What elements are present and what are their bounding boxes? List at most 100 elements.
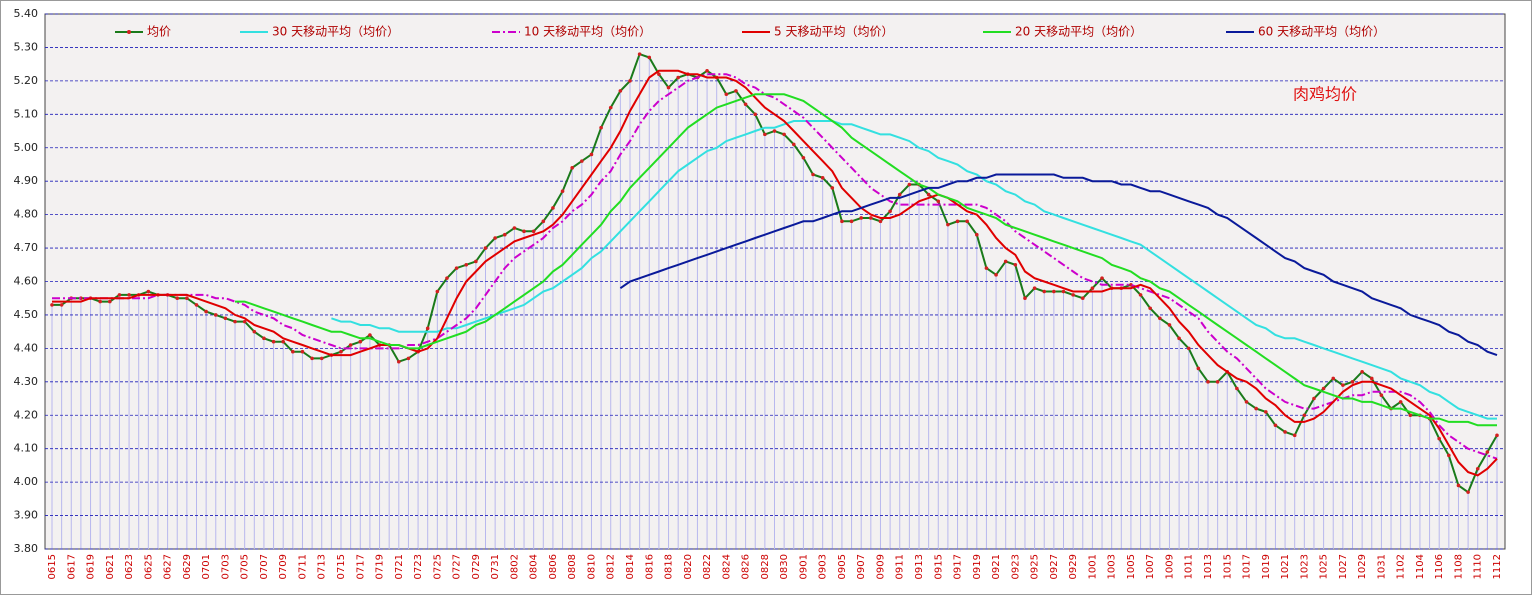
point-marker xyxy=(946,222,950,227)
point-marker xyxy=(926,192,931,197)
x-tick-label: 0921 xyxy=(991,554,1002,579)
x-tick-label: 1007 xyxy=(1145,554,1156,579)
point-marker xyxy=(50,303,54,307)
x-tick-label: 0627 xyxy=(163,554,174,579)
x-tick-label: 0909 xyxy=(875,554,886,579)
point-marker xyxy=(743,102,748,107)
x-tick-label: 1003 xyxy=(1107,554,1118,579)
point-marker xyxy=(637,52,642,56)
point-marker xyxy=(242,319,247,324)
point-marker xyxy=(175,296,180,301)
point-marker xyxy=(965,219,969,224)
legend-label: 30 天移动平均（均价） xyxy=(272,25,399,39)
y-tick-label: 4.00 xyxy=(14,475,39,488)
y-tick-label: 3.80 xyxy=(14,542,39,555)
point-marker xyxy=(281,339,286,344)
x-tick-label: 1023 xyxy=(1299,554,1310,579)
point-marker xyxy=(1042,289,1047,294)
point-marker xyxy=(502,232,507,237)
point-marker xyxy=(146,289,151,294)
x-tick-label: 0905 xyxy=(837,554,848,579)
point-marker xyxy=(1235,386,1239,391)
point-marker xyxy=(763,132,767,137)
point-marker xyxy=(1437,436,1441,441)
point-marker xyxy=(888,209,892,214)
point-marker xyxy=(1196,366,1201,371)
point-marker xyxy=(1379,393,1384,397)
point-marker xyxy=(319,356,324,361)
point-marker xyxy=(772,129,777,133)
point-marker xyxy=(1023,296,1027,301)
x-tick-label: 0929 xyxy=(1068,554,1079,579)
legend-label: 均价 xyxy=(147,25,171,39)
point-marker xyxy=(1302,413,1307,418)
legend-label: 10 天移动平均（均价） xyxy=(524,25,651,39)
point-marker xyxy=(1369,376,1374,381)
x-tick-label: 0705 xyxy=(240,554,251,579)
point-marker xyxy=(1186,346,1191,351)
point-marker xyxy=(358,339,363,344)
point-marker xyxy=(233,319,237,324)
x-tick-label: 1110 xyxy=(1473,554,1484,579)
point-marker xyxy=(127,293,131,297)
x-tick-label: 0804 xyxy=(529,554,540,579)
point-marker xyxy=(1215,380,1220,384)
x-tick-label: 0729 xyxy=(471,554,482,579)
point-marker xyxy=(397,359,401,364)
x-tick-label: 0814 xyxy=(625,554,636,579)
point-marker xyxy=(589,152,594,157)
point-marker xyxy=(368,333,372,337)
point-marker xyxy=(1495,433,1499,438)
x-tick-label: 0709 xyxy=(278,554,289,579)
y-tick-label: 4.60 xyxy=(14,275,39,288)
point-marker xyxy=(994,273,998,277)
x-tick-label: 1106 xyxy=(1434,554,1445,579)
point-marker xyxy=(531,229,536,234)
x-tick-label: 0629 xyxy=(182,554,193,579)
y-tick-label: 4.40 xyxy=(14,341,39,354)
point-marker xyxy=(194,303,199,307)
x-tick-label: 0615 xyxy=(47,554,58,579)
point-marker xyxy=(907,182,912,187)
point-marker xyxy=(262,336,266,341)
x-tick-label: 0923 xyxy=(1010,554,1021,579)
point-marker xyxy=(1408,413,1413,418)
x-tick-label: 1013 xyxy=(1203,554,1214,579)
x-tick-label: 0907 xyxy=(856,554,867,579)
point-marker xyxy=(1013,262,1018,267)
point-marker xyxy=(493,236,497,240)
x-tick-label: 0824 xyxy=(721,554,732,579)
x-tick-label: 0802 xyxy=(509,554,520,579)
point-marker xyxy=(522,229,526,234)
point-marker xyxy=(666,85,671,90)
x-tick-label: 0818 xyxy=(664,554,675,579)
point-marker xyxy=(1485,450,1490,454)
point-marker xyxy=(108,299,112,304)
point-marker xyxy=(1331,376,1336,381)
x-tick-label: 1025 xyxy=(1319,554,1330,579)
point-marker xyxy=(59,303,64,307)
y-tick-label: 5.40 xyxy=(14,7,39,20)
point-marker xyxy=(291,349,295,354)
y-tick-label: 4.30 xyxy=(14,375,39,388)
point-marker xyxy=(551,206,555,210)
x-tick-label: 0810 xyxy=(586,554,597,579)
x-tick-label: 0619 xyxy=(86,554,97,579)
point-marker xyxy=(1090,286,1095,290)
point-marker xyxy=(348,343,353,347)
point-marker xyxy=(223,316,228,321)
y-tick-label: 4.70 xyxy=(14,241,39,254)
y-tick-label: 4.80 xyxy=(14,208,39,221)
point-marker xyxy=(782,132,786,137)
point-marker xyxy=(1360,369,1364,374)
x-tick-label: 0822 xyxy=(702,554,713,579)
point-marker xyxy=(1148,306,1152,311)
x-tick-label: 0917 xyxy=(953,554,964,579)
x-tick-label: 0725 xyxy=(432,554,443,579)
legend-label: 60 天移动平均（均价） xyxy=(1258,25,1385,39)
point-marker xyxy=(1080,296,1085,301)
x-tick-label: 1015 xyxy=(1222,554,1233,579)
point-marker xyxy=(608,105,613,110)
point-marker xyxy=(1167,323,1172,327)
